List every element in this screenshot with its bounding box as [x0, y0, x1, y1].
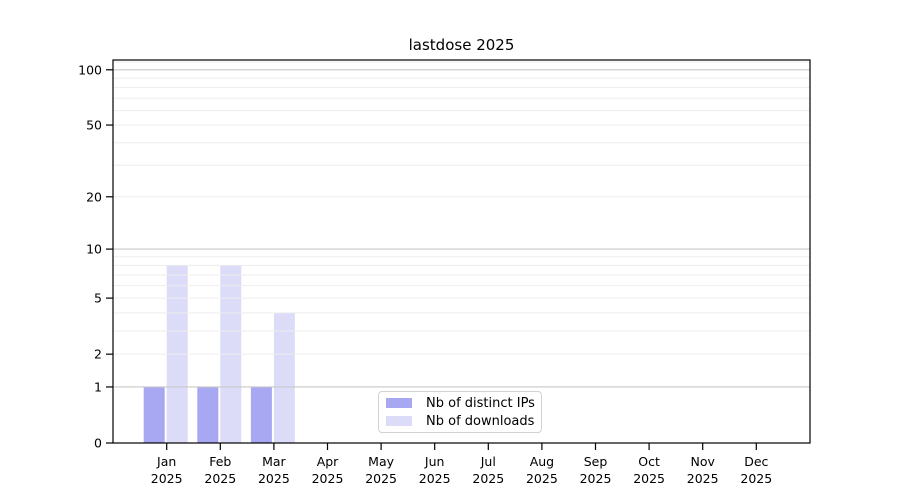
x-tick-label-month: Jun — [424, 454, 445, 469]
y-tick-label: 5 — [94, 291, 102, 306]
x-tick-label-month: May — [368, 454, 394, 469]
bar-distinct-ips-jan — [143, 386, 165, 443]
bar-downloads-mar — [273, 312, 295, 443]
legend-item-distinct-ips: Nb of distinct IPs — [386, 395, 535, 411]
x-tick-label-month: Dec — [744, 454, 768, 469]
y-tick-label: 0 — [94, 436, 102, 451]
legend-swatch-distinct-ips — [386, 398, 412, 408]
legend: Nb of distinct IPs Nb of downloads — [378, 391, 542, 433]
legend-item-downloads: Nb of downloads — [386, 413, 535, 429]
chart-title: lastdose 2025 — [408, 36, 515, 54]
x-tick-label-month: Sep — [584, 454, 608, 469]
x-tick-label-year: 2025 — [312, 471, 344, 486]
x-tick-label-year: 2025 — [580, 471, 612, 486]
x-tick-label-month: Mar — [262, 454, 286, 469]
x-tick-label-month: Feb — [209, 454, 231, 469]
x-tick-label-month: Jul — [480, 454, 496, 469]
y-tick-label: 50 — [86, 118, 102, 133]
x-tick-label-year: 2025 — [526, 471, 558, 486]
legend-label-downloads: Nb of downloads — [426, 413, 535, 429]
x-tick-label-year: 2025 — [365, 471, 397, 486]
x-tick-label-year: 2025 — [687, 471, 719, 486]
x-tick-label-month: Aug — [530, 454, 554, 469]
legend-label-distinct-ips: Nb of distinct IPs — [426, 395, 535, 411]
x-tick-label-year: 2025 — [740, 471, 772, 486]
y-tick-label: 1 — [94, 379, 102, 394]
bar-distinct-ips-feb — [197, 386, 219, 443]
x-tick-label-year: 2025 — [151, 471, 183, 486]
x-tick-label-year: 2025 — [472, 471, 504, 486]
x-tick-label-month: Oct — [638, 454, 660, 469]
x-tick-label-year: 2025 — [419, 471, 451, 486]
y-tick-label: 100 — [78, 62, 102, 77]
x-tick-label-month: Nov — [690, 454, 715, 469]
y-tick-label: 2 — [94, 347, 102, 362]
x-tick-label-month: Jan — [156, 454, 176, 469]
x-tick-label-year: 2025 — [204, 471, 236, 486]
bar-distinct-ips-mar — [250, 386, 272, 443]
x-tick-label-year: 2025 — [633, 471, 665, 486]
plot-border — [112, 59, 811, 444]
legend-swatch-downloads — [386, 416, 412, 426]
x-tick-label-year: 2025 — [258, 471, 290, 486]
x-tick-label-month: Apr — [317, 454, 339, 469]
y-tick-label: 10 — [86, 242, 102, 257]
y-tick-label: 20 — [86, 189, 102, 204]
